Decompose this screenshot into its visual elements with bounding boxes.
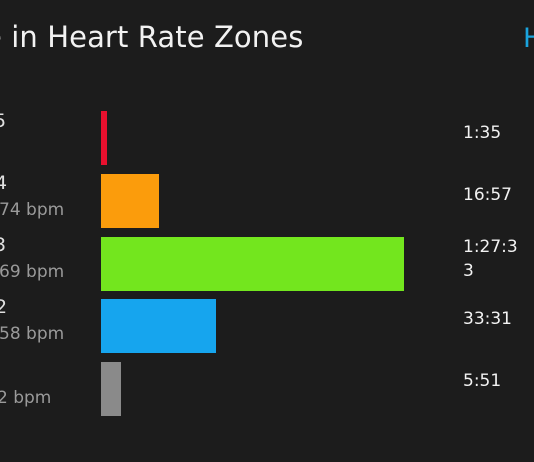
zone-bar	[101, 111, 107, 165]
zone-bar	[101, 174, 159, 228]
zone-name: 3	[0, 234, 7, 256]
zone-time: 5:51	[463, 371, 502, 391]
zone-name: 2	[0, 296, 8, 318]
zone-range: 69 bpm	[0, 262, 65, 282]
page-title: e in Heart Rate Zones	[0, 20, 304, 54]
zone-range: 58 bpm	[0, 324, 65, 344]
zone-time: 33:31	[463, 309, 512, 329]
zone-bar	[101, 299, 216, 353]
zone-bar	[101, 362, 121, 416]
zone-name: 5	[0, 110, 7, 132]
zone-range: 74 bpm	[0, 200, 65, 220]
zone-range: 2 bpm	[0, 388, 52, 408]
zone-time: 1:35	[463, 123, 502, 143]
zone-name: 4	[0, 172, 8, 194]
zone-time: 16:57	[463, 185, 512, 205]
help-link[interactable]: H	[523, 23, 534, 54]
zone-time: 1:27:3 3	[463, 237, 518, 281]
zone-bar	[101, 237, 404, 291]
